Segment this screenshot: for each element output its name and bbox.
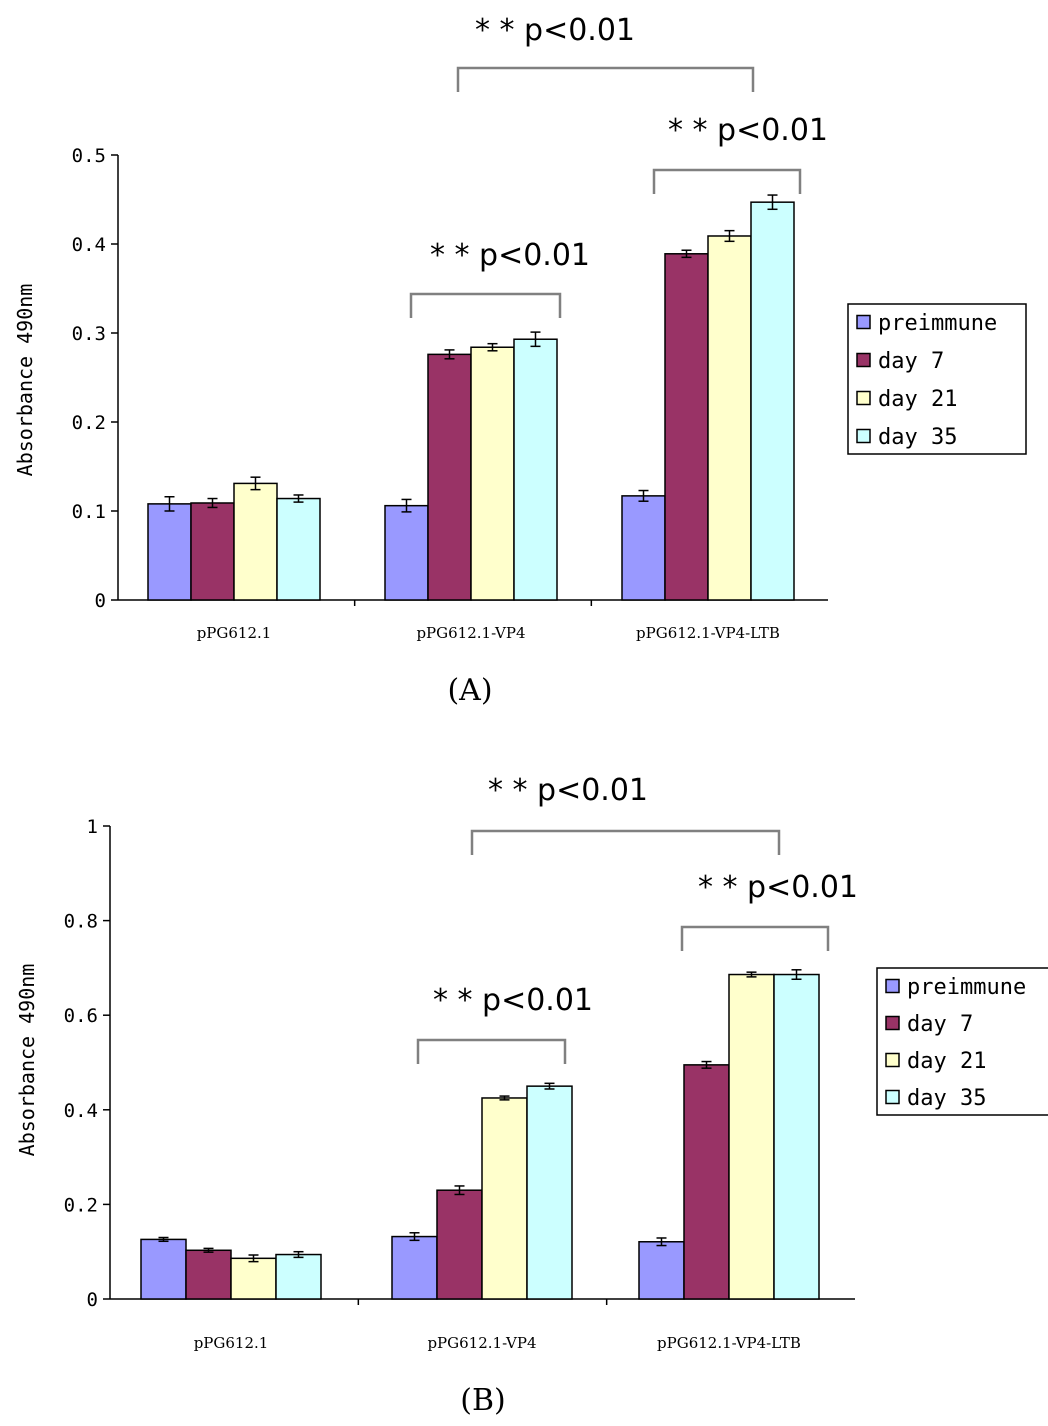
- bar: [276, 497, 321, 601]
- legend-swatch: [856, 390, 871, 406]
- significance-label: * * p<0.01: [668, 113, 828, 148]
- legend-label: preimmune: [878, 311, 997, 336]
- significance-bracket: [652, 168, 802, 194]
- x-category-label: pPG612.1-VP4-LTB: [657, 1334, 801, 1352]
- bar: [436, 1189, 483, 1300]
- significance-bracket: [456, 66, 755, 92]
- bar: [750, 201, 795, 601]
- legend-swatch: [885, 978, 900, 994]
- x-category-label: pPG612.1-VP4: [416, 624, 525, 642]
- legend-box: [876, 967, 1048, 1116]
- x-category-label: pPG612.1-VP4-LTB: [636, 624, 780, 642]
- bar: [526, 1085, 573, 1300]
- legend-label: day 21: [878, 387, 957, 412]
- bar: [707, 235, 752, 601]
- legend-label: preimmune: [907, 975, 1026, 1000]
- bar: [391, 1235, 438, 1300]
- panel-label: (B): [460, 1383, 505, 1418]
- y-tick-label: 1: [87, 816, 98, 838]
- legend-swatch: [885, 1089, 900, 1105]
- legend: preimmune day 7 day 21 day 35: [876, 967, 1048, 1116]
- significance-bracket: [470, 829, 781, 855]
- y-tick-label: 0.5: [72, 145, 106, 167]
- bar: [481, 1097, 528, 1300]
- y-tick-label: 0.4: [72, 234, 106, 256]
- legend-label: day 21: [907, 1049, 986, 1074]
- bar: [384, 504, 429, 601]
- y-tick-label: 0.3: [72, 323, 106, 345]
- y-tick-label: 0.4: [64, 1100, 98, 1122]
- bar: [728, 973, 775, 1300]
- x-category-label: pPG612.1: [194, 1334, 269, 1352]
- bar: [683, 1064, 730, 1300]
- y-tick-label: 0: [87, 1289, 98, 1311]
- bar: [513, 338, 558, 601]
- bar: [230, 1257, 277, 1300]
- y-axis-title: Absorbance 490nm: [15, 964, 39, 1157]
- significance-label: * * p<0.01: [698, 870, 858, 905]
- y-axis-title: Absorbance 490nm: [13, 284, 37, 477]
- y-tick-label: 0.1: [72, 501, 106, 523]
- panel-label: (A): [447, 673, 492, 708]
- bar: [275, 1253, 322, 1300]
- significance-label: * * p<0.01: [430, 238, 590, 273]
- chart-panel-b: 0 0.2 0.4 0.6 0.8 1 Absorbance 490nm pPG612.1 pP…: [15, 773, 1048, 1418]
- y-tick-label: 0.2: [64, 1194, 98, 1216]
- legend-label: day 7: [878, 349, 944, 374]
- significance-bracket: [409, 292, 562, 318]
- legend-label: day 35: [878, 425, 957, 450]
- y-tick-label: 0.8: [64, 911, 98, 933]
- significance-bracket: [680, 925, 830, 951]
- significance-bracket: [416, 1038, 567, 1064]
- chart-panel-a: 0 0.1 0.2 0.3 0.4 0.5 Absorbance 490nm pPG612.1…: [13, 13, 1027, 708]
- bar: [147, 503, 192, 601]
- bar: [470, 346, 515, 601]
- x-category-label: pPG612.1-VP4: [427, 1334, 536, 1352]
- legend-swatch: [856, 428, 871, 444]
- x-category-label: pPG612.1: [197, 624, 272, 642]
- bar: [233, 482, 278, 601]
- legend: preimmune day 7 day 21 day 35: [847, 303, 1027, 455]
- bar: [190, 502, 235, 601]
- bar: [773, 973, 820, 1300]
- bar: [638, 1241, 685, 1300]
- bar: [621, 495, 666, 601]
- significance-label: * * p<0.01: [475, 13, 635, 48]
- significance-label: * * p<0.01: [488, 773, 648, 808]
- y-tick-label: 0: [95, 590, 106, 612]
- bar: [427, 353, 472, 601]
- significance-label: * * p<0.01: [433, 983, 593, 1018]
- legend-label: day 35: [907, 1086, 986, 1111]
- legend-swatch: [885, 1015, 900, 1031]
- legend-label: day 7: [907, 1012, 973, 1037]
- legend-box: [847, 303, 1027, 455]
- y-tick-label: 0.6: [64, 1005, 98, 1027]
- legend-swatch: [856, 314, 871, 330]
- bar: [140, 1238, 187, 1300]
- bar: [664, 253, 709, 601]
- legend-swatch: [885, 1052, 900, 1068]
- y-tick-label: 0.2: [72, 412, 106, 434]
- bar: [185, 1249, 232, 1300]
- legend-swatch: [856, 352, 871, 368]
